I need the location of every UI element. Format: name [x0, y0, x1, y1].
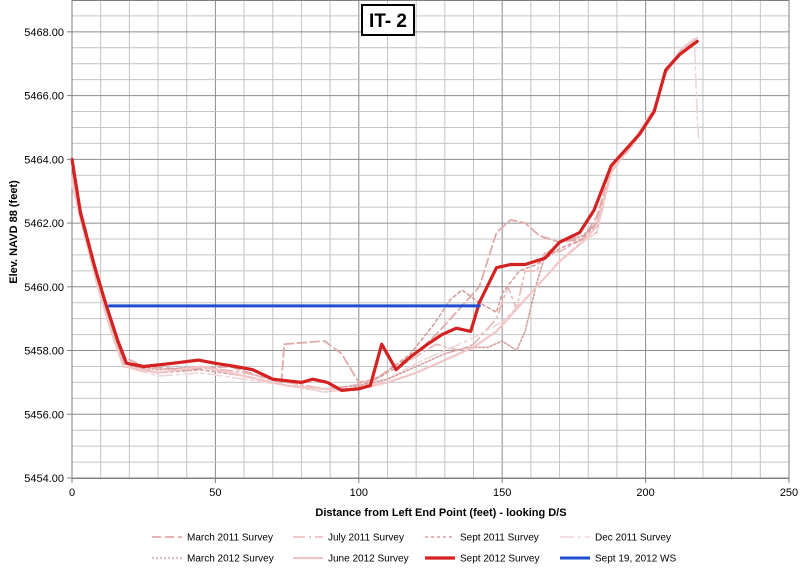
y-tick-label: 5460.00 — [24, 282, 64, 294]
y-tick-label: 5466.00 — [24, 91, 64, 103]
legend-label: Sept 2012 Survey — [460, 554, 540, 565]
legend-label: July 2011 Survey — [328, 533, 404, 544]
chart-title: IT- 2 — [369, 11, 407, 32]
axes: 0 50 100 150 200 250 5454.00 5456.00 5458.00 5460… — [24, 27, 798, 499]
y-tick-label: 5454.00 — [24, 473, 64, 485]
series-line-5 — [70, 37, 699, 390]
legend-label: Dec 2011 Survey — [595, 533, 671, 544]
series-line-3 — [71, 37, 700, 393]
grid — [71, 0, 790, 479]
series-line-6 — [70, 39, 699, 392]
legend-label: March 2011 Survey — [187, 533, 273, 544]
x-axis-label: Distance from Left End Point (feet) - lo… — [315, 507, 566, 519]
series-line-0 — [71, 40, 699, 384]
legend: March 2011 Survey July 2011 Survey Sept 20… — [152, 533, 676, 565]
x-tick-label: 50 — [209, 487, 221, 499]
series-line-2 — [71, 37, 699, 393]
y-tick-label: 5468.00 — [24, 27, 64, 39]
x-tick-label: 250 — [780, 487, 798, 499]
plot-frame — [71, 0, 790, 479]
chart-title-box: IT- 2 — [361, 4, 415, 36]
series-line-1 — [71, 40, 699, 390]
y-tick-label: 5456.00 — [24, 409, 64, 421]
series-layer — [70, 37, 700, 393]
legend-label: March 2012 Survey — [187, 554, 274, 565]
legend-label: June 2012 Survey — [328, 554, 409, 565]
x-tick-label: 0 — [69, 487, 75, 499]
legend-label: Sept 19, 2012 WS — [595, 554, 676, 565]
x-tick-label: 200 — [636, 487, 654, 499]
x-tick-label: 100 — [350, 487, 368, 499]
legend-label: Sept 2011 Survey — [460, 533, 539, 544]
series-line-4 — [71, 40, 699, 390]
y-tick-label: 5462.00 — [24, 218, 64, 230]
y-tick-label: 5458.00 — [24, 346, 64, 358]
y-axis-label: Elev. NAVD 88 (feet) — [8, 180, 20, 284]
x-tick-label: 150 — [493, 487, 511, 499]
y-tick-label: 5464.00 — [24, 154, 64, 166]
